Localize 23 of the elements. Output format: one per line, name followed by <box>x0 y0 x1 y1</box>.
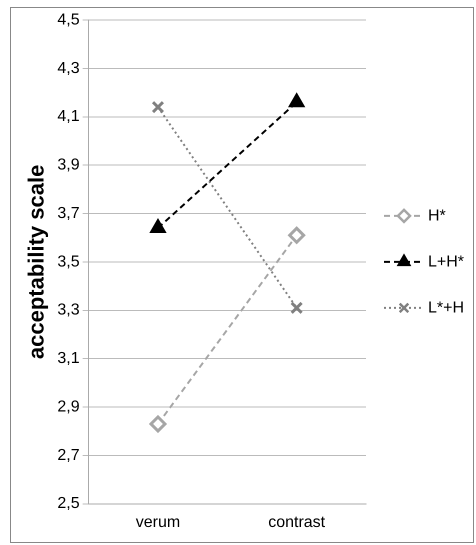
point <box>290 301 304 314</box>
y-tick-label: 2,9 <box>57 398 80 416</box>
point <box>152 100 164 114</box>
y-tick-label: 2,5 <box>57 495 80 512</box>
x-tick-label: verum <box>136 514 180 531</box>
x-tick-label: contrast <box>268 514 326 531</box>
point <box>289 94 304 108</box>
y-tick-label: 3,9 <box>57 156 80 174</box>
y-tick-label: 4,5 <box>57 11 80 28</box>
y-tick-label: 3,3 <box>57 302 80 319</box>
legend-label: H* <box>428 207 446 224</box>
point <box>150 220 166 234</box>
y-tick-label: 4,1 <box>57 108 80 126</box>
legend-label: L*+H <box>428 299 464 316</box>
y-tick-label: 2,7 <box>57 446 80 464</box>
y-tick-label: 3,5 <box>57 253 80 270</box>
point <box>149 415 166 432</box>
y-tick-label: 3,7 <box>57 204 80 222</box>
y-tick-label: 4,3 <box>57 60 80 77</box>
y-axis-title: acceptability scale <box>23 164 48 360</box>
point <box>288 226 306 244</box>
y-tick-label: 3,1 <box>57 350 80 368</box>
legend-label: L+H* <box>428 253 464 270</box>
